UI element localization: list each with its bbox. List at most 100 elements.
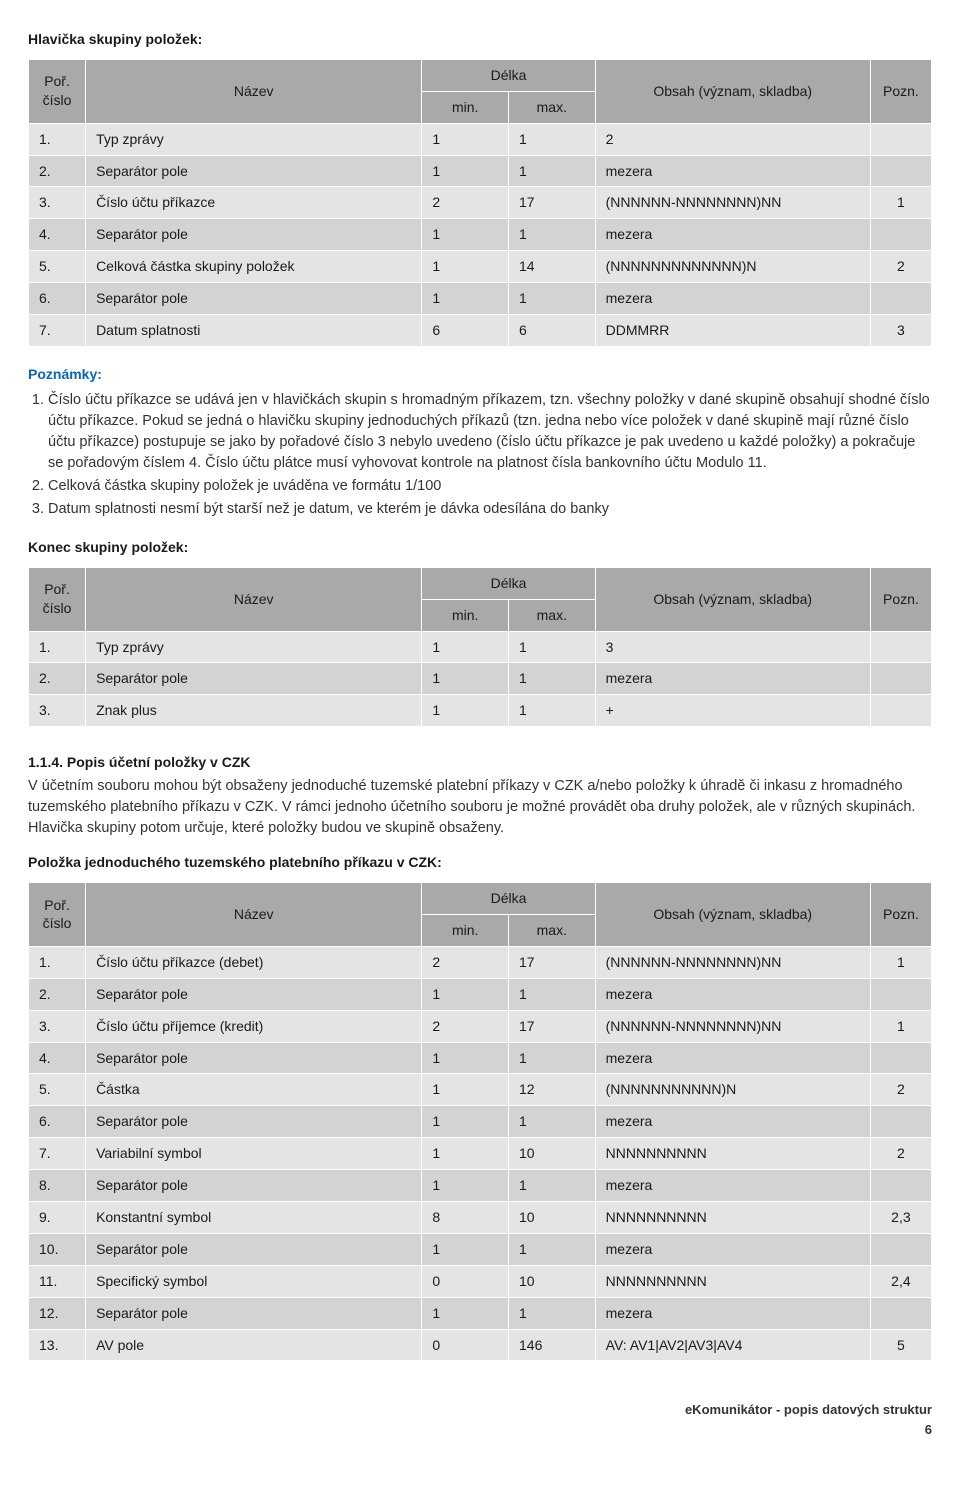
col-max: max.: [509, 599, 596, 631]
col-por: Poř. číslo: [29, 883, 86, 947]
table-row: 8.Separátor pole11mezera: [29, 1170, 932, 1202]
cell-por: 4.: [29, 1042, 86, 1074]
cell-nazev: Částka: [86, 1074, 422, 1106]
cell-pozn: [870, 978, 931, 1010]
cell-min: 1: [422, 1233, 509, 1265]
cell-obsah: 3: [595, 631, 870, 663]
table-row: 3.Číslo účtu příkazce217(NNNNNN-NNNNNNNN…: [29, 187, 932, 219]
col-nazev: Název: [86, 567, 422, 631]
cell-obsah: NNNNNNNNNN: [595, 1138, 870, 1170]
cell-nazev: Separátor pole: [86, 978, 422, 1010]
cell-obsah: mezera: [595, 1042, 870, 1074]
cell-max: 1: [509, 663, 596, 695]
cell-nazev: Separátor pole: [86, 155, 422, 187]
cell-max: 10: [509, 1265, 596, 1297]
cell-pozn: [870, 283, 931, 315]
cell-nazev: Separátor pole: [86, 1297, 422, 1329]
cell-por: 10.: [29, 1233, 86, 1265]
notes-title: Poznámky:: [28, 365, 932, 384]
cell-por: 5.: [29, 251, 86, 283]
cell-por: 5.: [29, 1074, 86, 1106]
footer-title: eKomunikátor - popis datových struktur: [28, 1401, 932, 1419]
note-item: Celková částka skupiny položek je uváděn…: [48, 476, 932, 497]
cell-por: 1.: [29, 631, 86, 663]
cell-por: 3.: [29, 187, 86, 219]
cell-max: 1: [509, 978, 596, 1010]
cell-max: 1: [509, 631, 596, 663]
cell-nazev: Typ zprávy: [86, 123, 422, 155]
cell-por: 9.: [29, 1201, 86, 1233]
cell-max: 1: [509, 123, 596, 155]
cell-min: 1: [422, 283, 509, 315]
cell-por: 2.: [29, 978, 86, 1010]
cell-nazev: AV pole: [86, 1329, 422, 1361]
cell-nazev: Separátor pole: [86, 283, 422, 315]
cell-por: 3.: [29, 695, 86, 727]
cell-max: 17: [509, 187, 596, 219]
cell-obsah: (NNNNNN-NNNNNNNN)NN: [595, 946, 870, 978]
col-delka: Délka: [422, 883, 595, 915]
cell-por: 1.: [29, 123, 86, 155]
cell-max: 146: [509, 1329, 596, 1361]
cell-min: 1: [422, 1074, 509, 1106]
footer-page: 6: [28, 1421, 932, 1439]
table-row: 2.Separátor pole11mezera: [29, 663, 932, 695]
cell-pozn: 5: [870, 1329, 931, 1361]
cell-max: 1: [509, 1297, 596, 1329]
table-row: 10.Separátor pole11mezera: [29, 1233, 932, 1265]
cell-pozn: 2,4: [870, 1265, 931, 1297]
cell-por: 3.: [29, 1010, 86, 1042]
cell-max: 6: [509, 315, 596, 347]
cell-min: 1: [422, 1106, 509, 1138]
cell-pozn: [870, 1297, 931, 1329]
cell-max: 17: [509, 946, 596, 978]
cell-min: 1: [422, 219, 509, 251]
table-konec: Poř. číslo Název Délka Obsah (význam, sk…: [28, 567, 932, 727]
cell-pozn: [870, 1106, 931, 1138]
cell-pozn: 2,3: [870, 1201, 931, 1233]
cell-pozn: 1: [870, 187, 931, 219]
cell-por: 7.: [29, 1138, 86, 1170]
cell-pozn: [870, 663, 931, 695]
notes-list: Číslo účtu příkazce se udává jen v hlavi…: [28, 390, 932, 520]
table-row: 1.Typ zprávy112: [29, 123, 932, 155]
table-body-4: 1.Číslo účtu příkazce (debet)217(NNNNNN-…: [29, 946, 932, 1361]
cell-obsah: 2: [595, 123, 870, 155]
cell-min: 1: [422, 1170, 509, 1202]
section3-heading: 1.1.4. Popis účetní položky v CZK: [28, 753, 932, 772]
table-row: 6.Separátor pole11mezera: [29, 283, 932, 315]
cell-nazev: Separátor pole: [86, 663, 422, 695]
col-min: min.: [422, 599, 509, 631]
col-obsah: Obsah (význam, skladba): [595, 567, 870, 631]
cell-obsah: +: [595, 695, 870, 727]
cell-obsah: mezera: [595, 1170, 870, 1202]
cell-obsah: AV: AV1|AV2|AV3|AV4: [595, 1329, 870, 1361]
cell-pozn: 2: [870, 1138, 931, 1170]
cell-max: 1: [509, 1106, 596, 1138]
cell-max: 1: [509, 695, 596, 727]
col-pozn: Pozn.: [870, 567, 931, 631]
cell-nazev: Separátor pole: [86, 219, 422, 251]
cell-por: 7.: [29, 315, 86, 347]
cell-min: 2: [422, 187, 509, 219]
col-pozn: Pozn.: [870, 883, 931, 947]
cell-nazev: Datum splatnosti: [86, 315, 422, 347]
cell-obsah: mezera: [595, 1233, 870, 1265]
cell-max: 1: [509, 1233, 596, 1265]
cell-nazev: Separátor pole: [86, 1042, 422, 1074]
cell-obsah: (NNNNNN-NNNNNNNN)NN: [595, 187, 870, 219]
col-pozn: Pozn.: [870, 59, 931, 123]
col-max: max.: [509, 91, 596, 123]
cell-nazev: Specifický symbol: [86, 1265, 422, 1297]
cell-pozn: 1: [870, 1010, 931, 1042]
cell-nazev: Číslo účtu příjemce (kredit): [86, 1010, 422, 1042]
cell-max: 17: [509, 1010, 596, 1042]
table-row: 1.Číslo účtu příkazce (debet)217(NNNNNN-…: [29, 946, 932, 978]
cell-obsah: (NNNNNNNNNNN)N: [595, 1074, 870, 1106]
cell-pozn: 1: [870, 946, 931, 978]
cell-obsah: mezera: [595, 1297, 870, 1329]
col-delka: Délka: [422, 567, 595, 599]
cell-min: 1: [422, 1138, 509, 1170]
table-row: 5.Částka112(NNNNNNNNNNN)N2: [29, 1074, 932, 1106]
cell-max: 1: [509, 283, 596, 315]
